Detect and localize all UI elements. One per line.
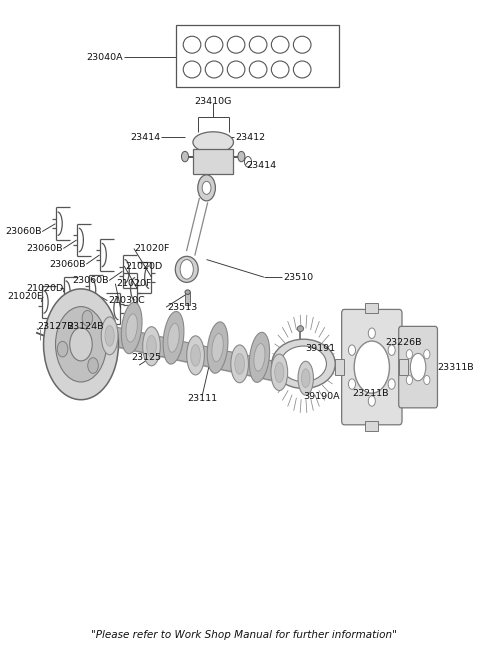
Bar (193, 149, 233, 174)
Text: 21020F: 21020F (7, 292, 42, 301)
Bar (399, 359, 408, 375)
Ellipse shape (298, 361, 313, 395)
Ellipse shape (297, 326, 303, 331)
Text: 23060B: 23060B (26, 244, 62, 253)
Text: 23226B: 23226B (385, 338, 421, 347)
Ellipse shape (271, 354, 288, 390)
Circle shape (57, 341, 68, 357)
Circle shape (56, 306, 107, 382)
Circle shape (88, 358, 98, 373)
Ellipse shape (187, 336, 204, 375)
Ellipse shape (193, 132, 233, 153)
Bar (365, 421, 378, 431)
Circle shape (70, 328, 92, 361)
Text: 23410G: 23410G (194, 96, 232, 106)
Text: 23124B: 23124B (67, 321, 103, 331)
Bar (185, 292, 190, 305)
Ellipse shape (281, 346, 326, 382)
Ellipse shape (126, 314, 137, 342)
Circle shape (44, 289, 119, 400)
Text: 23125: 23125 (131, 353, 161, 362)
Text: 23510: 23510 (284, 273, 314, 281)
Text: 39190A: 39190A (303, 392, 340, 401)
Ellipse shape (254, 344, 265, 371)
Text: 23311B: 23311B (437, 363, 474, 371)
Circle shape (180, 260, 193, 279)
Ellipse shape (147, 335, 156, 357)
Ellipse shape (121, 302, 142, 354)
Ellipse shape (235, 354, 244, 374)
Bar (176, 25, 339, 87)
Circle shape (348, 379, 356, 389)
Text: 23211B: 23211B (352, 389, 388, 398)
Ellipse shape (168, 323, 179, 352)
Circle shape (388, 345, 395, 356)
Text: 23127B: 23127B (37, 321, 73, 331)
Ellipse shape (143, 327, 160, 366)
Circle shape (406, 375, 412, 384)
Text: 21030C: 21030C (108, 296, 145, 305)
Circle shape (388, 379, 395, 389)
Text: "Please refer to Work Shop Manual for further information": "Please refer to Work Shop Manual for fu… (91, 630, 397, 640)
Circle shape (368, 396, 375, 406)
Text: 21020F: 21020F (135, 244, 170, 253)
Text: 21020D: 21020D (125, 262, 162, 270)
FancyBboxPatch shape (399, 327, 437, 408)
Text: 23414: 23414 (246, 161, 276, 169)
Ellipse shape (101, 317, 118, 355)
Ellipse shape (301, 369, 310, 388)
Ellipse shape (185, 290, 190, 295)
Text: 21020F: 21020F (116, 279, 152, 288)
Circle shape (181, 152, 189, 162)
Bar (336, 359, 344, 375)
Text: 23040A: 23040A (86, 53, 123, 62)
Circle shape (82, 310, 93, 326)
Circle shape (424, 375, 430, 384)
Text: 39191: 39191 (305, 344, 335, 354)
Text: 23060B: 23060B (72, 276, 108, 285)
Text: 23513: 23513 (167, 302, 197, 312)
Text: 21020D: 21020D (26, 285, 63, 293)
Bar (365, 303, 378, 314)
Text: 23111: 23111 (187, 394, 217, 403)
Ellipse shape (231, 345, 249, 382)
Text: 23414: 23414 (130, 133, 160, 142)
Circle shape (368, 328, 375, 338)
Circle shape (406, 350, 412, 359)
Circle shape (354, 341, 389, 393)
Ellipse shape (272, 339, 335, 388)
Ellipse shape (207, 322, 228, 373)
Ellipse shape (175, 256, 198, 282)
Text: 23412: 23412 (235, 133, 265, 142)
Circle shape (198, 174, 216, 201)
Circle shape (348, 345, 356, 356)
Ellipse shape (249, 333, 270, 382)
Circle shape (238, 152, 245, 162)
Text: 23060B: 23060B (5, 227, 41, 236)
Circle shape (202, 181, 211, 194)
Ellipse shape (410, 354, 426, 380)
Ellipse shape (163, 312, 184, 364)
Ellipse shape (191, 344, 201, 366)
Circle shape (424, 350, 430, 359)
FancyBboxPatch shape (342, 310, 402, 425)
Ellipse shape (275, 362, 284, 382)
Ellipse shape (105, 325, 114, 346)
Text: 23060B: 23060B (49, 260, 85, 268)
Ellipse shape (212, 333, 223, 361)
